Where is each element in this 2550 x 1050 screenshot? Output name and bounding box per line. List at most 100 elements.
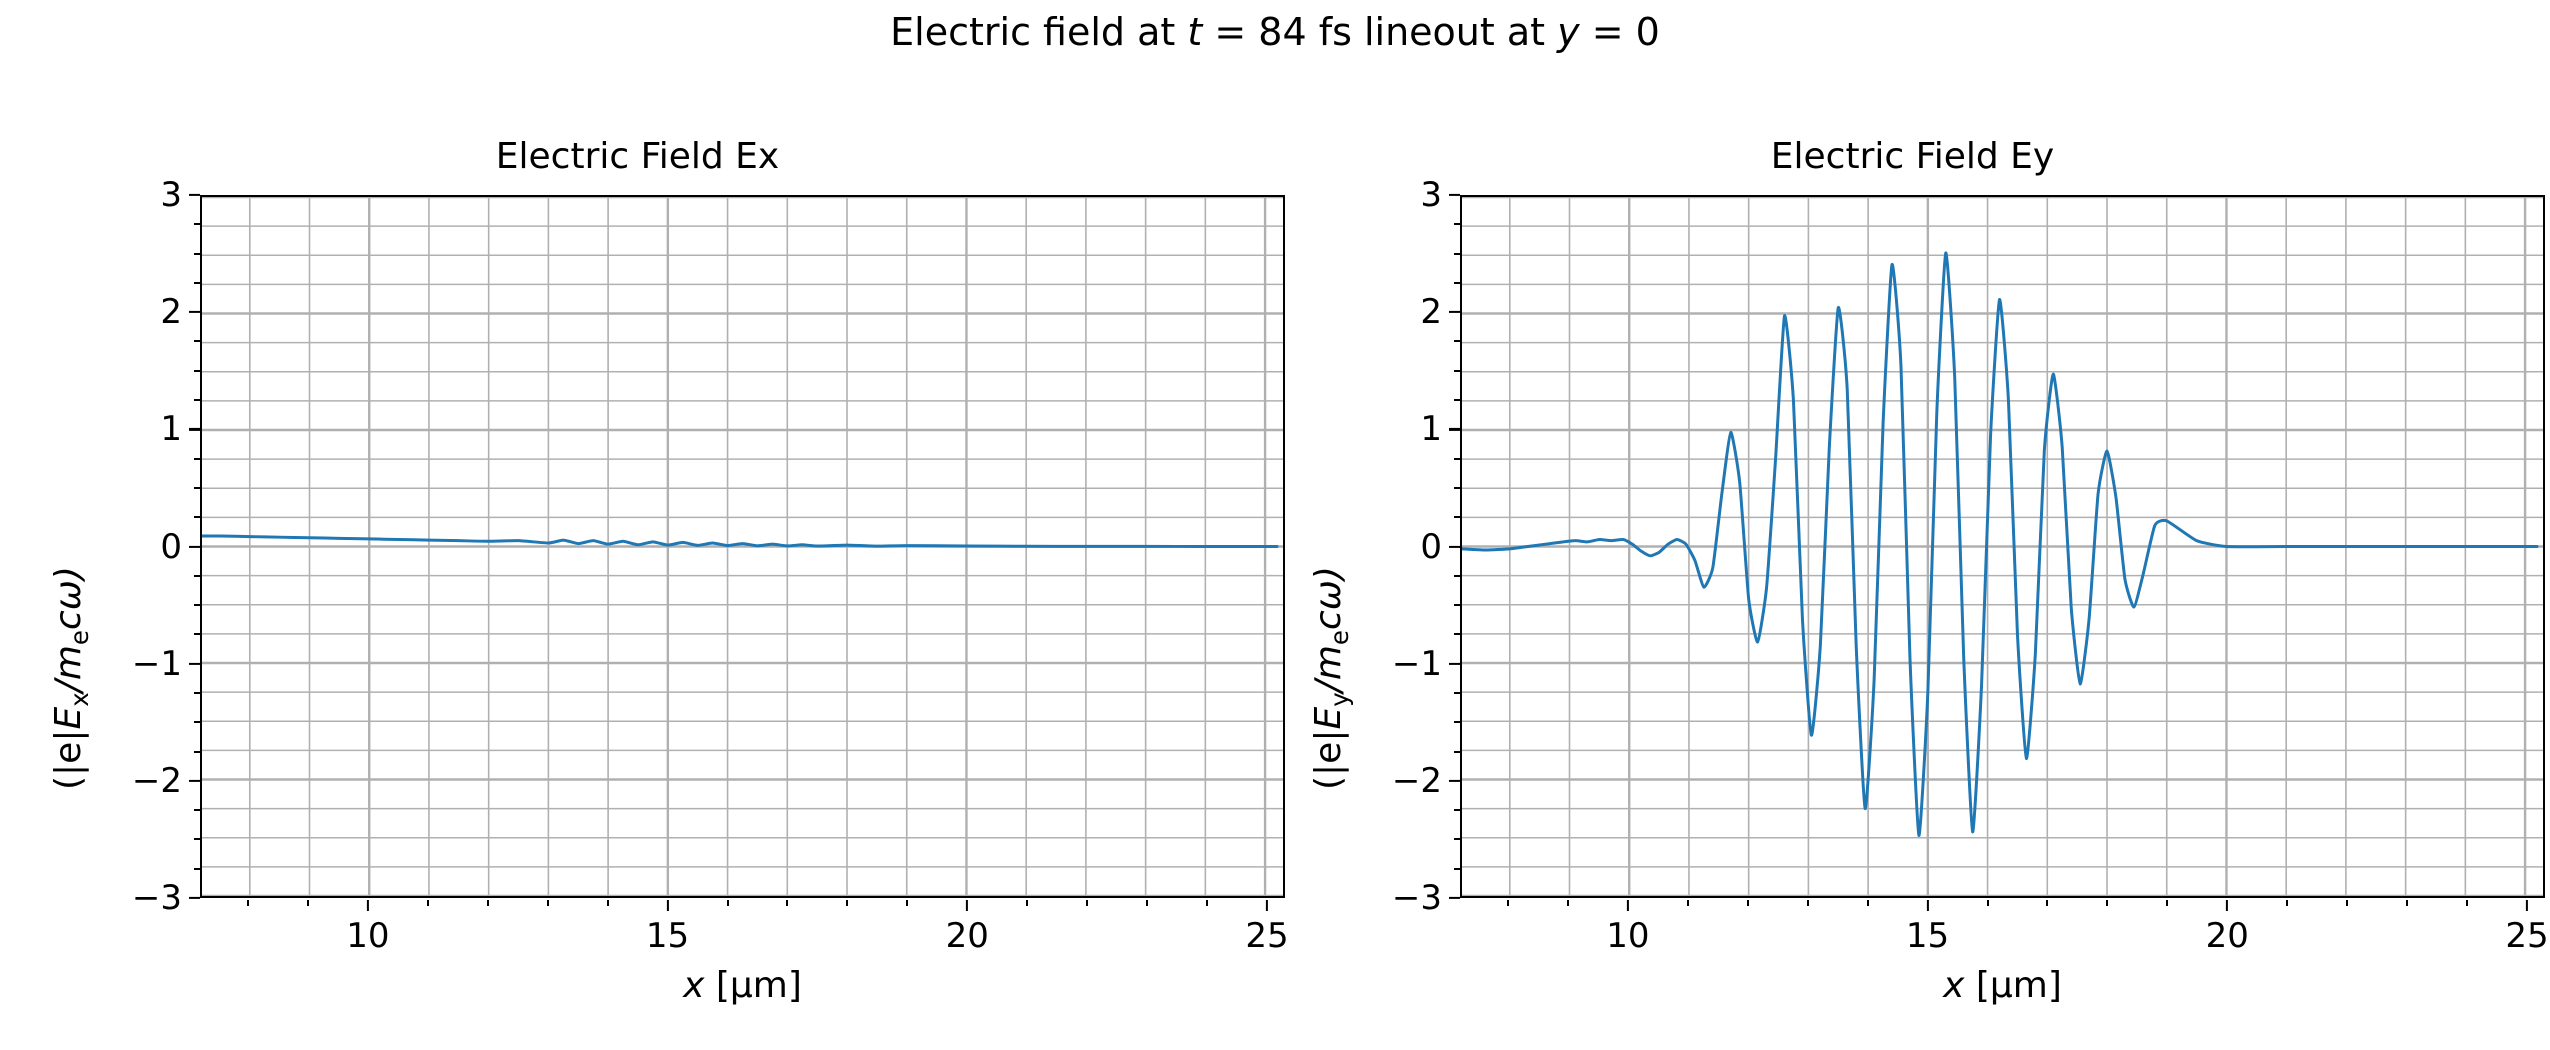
x-tick-mark [1146, 900, 1149, 906]
y-tick-mark [1454, 867, 1460, 870]
x-tick-mark [2466, 900, 2469, 906]
x-tick-labels-ex: 10 15 20 25 [200, 900, 1289, 960]
y-tick-mark [1454, 252, 1460, 255]
y-tick-mark [194, 369, 200, 372]
ylabel-sub-ex: x [65, 692, 95, 707]
gridlines-ey [1462, 197, 2543, 896]
x-tick-label: 25 [2505, 916, 2549, 956]
y-tick-mark [1454, 486, 1460, 489]
ylabel-close-ex: cω) [48, 566, 89, 631]
ylabel-sub-ey: y [1325, 692, 1355, 707]
subplot-title-ex: Electric Field Ex [495, 136, 780, 177]
ylabel-E-ey: E [1308, 706, 1349, 730]
y-tick-mark [1454, 399, 1460, 402]
y-tick-mark [1454, 604, 1460, 607]
subplot-ex: Electric Field Ex (|e|Ex/mecω) 3 2 1 0 −1 −2−… [48, 136, 1289, 1006]
plot-area-ex[interactable] [200, 195, 1285, 898]
y-tick-mark [194, 399, 200, 402]
x-axis-label-ex: x [μm] [200, 965, 1285, 1006]
y-tick-mark [194, 223, 200, 226]
x-tick-mark [1986, 900, 1989, 906]
y-tick-mark [1449, 193, 1460, 197]
x-tick-mark [2166, 900, 2169, 906]
x-tick-label: 10 [346, 916, 390, 956]
y-tick-mark [1449, 779, 1460, 782]
x-tick-mark [2406, 900, 2409, 906]
y-tick-mark [1454, 457, 1460, 460]
y-tick-mark [1454, 223, 1460, 226]
y-tick-label: 0 [1420, 526, 1442, 567]
y-tick-mark [194, 604, 200, 607]
y-tick-mark [194, 838, 200, 841]
y-tick-label: −1 [1391, 643, 1442, 684]
data-line-ey [1462, 251, 2539, 837]
suptitle-pre: Electric field at [890, 10, 1188, 54]
subplot-ey: Electric Field Ey (|e|Ey/mecω) 3 2 1 0 −1 −2−… [1275, 0, 2550, 1050]
x-axis-label-ey: x [μm] [1460, 965, 2545, 1006]
x-tick-mark [666, 900, 669, 911]
ylabel-open-ex: (|e| [48, 729, 89, 790]
data-line-ex [202, 534, 1279, 548]
suptitle-mid: = 84 fs lineout at [1202, 10, 1558, 54]
y-tick-label: 1 [160, 409, 182, 450]
x-tick-mark [786, 900, 789, 906]
y-tick-mark [194, 721, 200, 724]
x-tick-mark [426, 900, 429, 906]
y-tick-mark [1454, 369, 1460, 372]
y-tick-mark [194, 281, 200, 284]
ylabel-E-ex: E [48, 706, 89, 730]
y-tick-mark [194, 340, 200, 343]
y-tick-mark [1454, 574, 1460, 577]
x-tick-mark [2226, 900, 2229, 911]
xlabel-unit-ex: [μm] [704, 965, 802, 1006]
y-axis-label-ex: (|e|Ex/mecω) [48, 566, 94, 790]
y-tick-mark [194, 750, 200, 753]
x-tick-mark [366, 900, 369, 911]
x-tick-mark [2286, 900, 2289, 906]
suptitle-post: = 0 [1579, 10, 1660, 54]
subplot-title-ey: Electric Field Ey [1770, 136, 2055, 177]
y-tick-mark [194, 867, 200, 870]
y-tick-label: −3 [131, 878, 182, 918]
y-tick-mark [1449, 311, 1460, 314]
y-tick-labels-ey: 3 2 1 0 −1 −2 −3 [1382, 175, 1442, 918]
y-tick-mark [1454, 340, 1460, 343]
suptitle-t-symbol: t [1187, 10, 1203, 54]
y-tick-mark [194, 809, 200, 812]
plot-area-ey[interactable] [1460, 195, 2545, 898]
y-tick-mark [1449, 545, 1460, 548]
y-tick-mark [1449, 662, 1460, 665]
y-tick-label: −2 [131, 760, 182, 801]
x-tick-mark [306, 900, 309, 906]
x-tick-mark [486, 900, 489, 906]
xlabel-sym-ex: x [683, 965, 705, 1006]
y-tick-mark [194, 486, 200, 489]
y-tick-mark [1454, 809, 1460, 812]
suptitle-y-symbol: y [1557, 10, 1580, 54]
x-tick-mark [546, 900, 549, 906]
y-tick-labels-ex: 3 2 1 0 −1 −2 −3 [122, 175, 182, 918]
y-axis-label-ey: (|e|Ey/mecω) [1308, 566, 1354, 790]
y-tick-mark [189, 428, 200, 431]
ylabel-rest-ey: /m [1308, 645, 1349, 693]
x-tick-mark [1926, 900, 1929, 911]
y-tick-mark [194, 516, 200, 519]
y-tick-mark [194, 633, 200, 636]
y-tick-label: 3 [160, 175, 182, 215]
y-tick-label: −1 [131, 643, 182, 684]
y-tick-label: 2 [160, 292, 182, 333]
x-tick-mark [606, 900, 609, 906]
x-tick-mark [2046, 900, 2049, 906]
x-tick-mark [2346, 900, 2349, 906]
x-tick-label: 15 [645, 916, 690, 956]
x-tick-mark [1206, 900, 1209, 906]
y-tick-mark [1454, 750, 1460, 753]
x-tick-mark [2525, 900, 2529, 911]
ylabel-rest-ex: /m [48, 645, 89, 693]
y-tick-label: 0 [160, 526, 182, 567]
y-tick-mark [194, 574, 200, 577]
x-tick-mark [1746, 900, 1749, 906]
x-tick-mark [1866, 900, 1869, 906]
y-tick-mark [194, 252, 200, 255]
